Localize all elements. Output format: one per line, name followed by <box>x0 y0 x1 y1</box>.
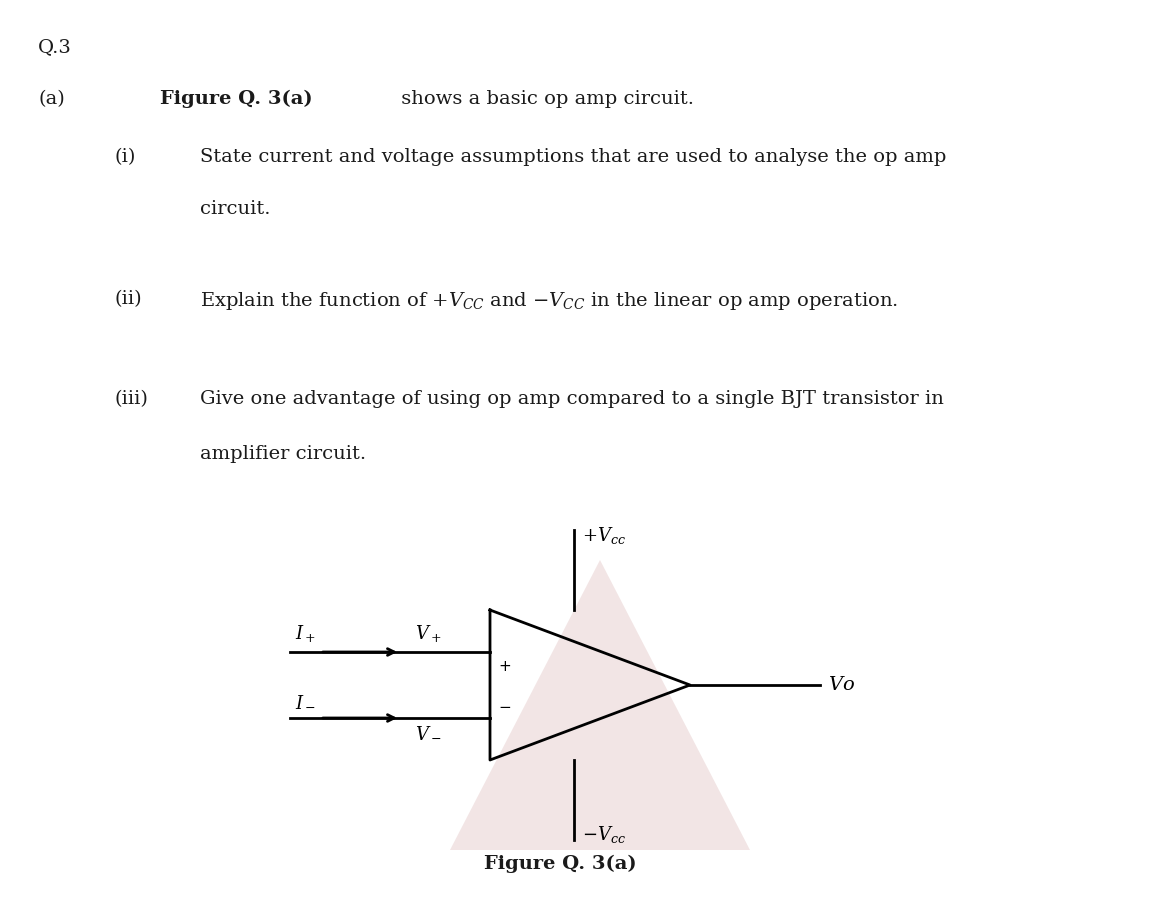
Text: Give one advantage of using op amp compared to a single BJT transistor in: Give one advantage of using op amp compa… <box>200 390 944 408</box>
Text: $\mathit{Vo}$: $\mathit{Vo}$ <box>828 676 855 694</box>
Text: (ii): (ii) <box>115 290 143 308</box>
Text: amplifier circuit.: amplifier circuit. <box>200 445 366 463</box>
Polygon shape <box>450 560 750 850</box>
Text: $\mathit{I_+}$: $\mathit{I_+}$ <box>295 623 316 644</box>
Text: Figure Q. 3(a): Figure Q. 3(a) <box>483 855 636 873</box>
Text: $-V_{cc}$: $-V_{cc}$ <box>581 824 626 845</box>
Text: State current and voltage assumptions that are used to analyse the op amp: State current and voltage assumptions th… <box>200 148 947 166</box>
Text: $\mathit{I_-}$: $\mathit{I_-}$ <box>295 692 316 710</box>
Text: (a): (a) <box>37 90 64 108</box>
Text: $+$: $+$ <box>498 660 511 674</box>
Text: $\mathit{V_+}$: $\mathit{V_+}$ <box>415 623 441 644</box>
Text: $+V_{cc}$: $+V_{cc}$ <box>581 525 626 546</box>
Text: $\mathit{V_-}$: $\mathit{V_-}$ <box>415 723 441 741</box>
Text: shows a basic op amp circuit.: shows a basic op amp circuit. <box>395 90 694 108</box>
Text: Q.3: Q.3 <box>37 38 71 56</box>
Text: (iii): (iii) <box>115 390 149 408</box>
Text: Figure Q. 3(a): Figure Q. 3(a) <box>160 90 312 108</box>
Text: Explain the function of $+V_{CC}$ and $-V_{CC}$ in the linear op amp operation.: Explain the function of $+V_{CC}$ and $-… <box>200 290 899 312</box>
Text: $-$: $-$ <box>498 699 511 713</box>
Text: (i): (i) <box>115 148 137 166</box>
Text: circuit.: circuit. <box>200 200 270 218</box>
